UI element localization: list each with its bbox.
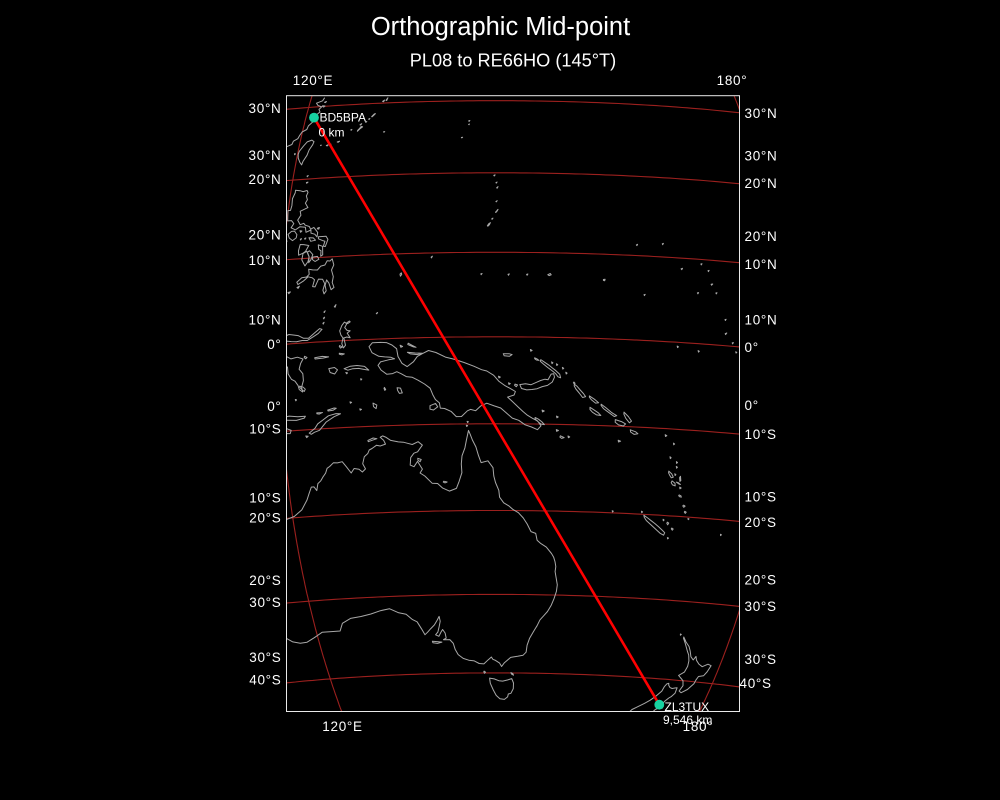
svg-text:180°: 180°: [717, 73, 748, 88]
svg-text:10°S: 10°S: [745, 489, 777, 504]
svg-text:10°N: 10°N: [249, 253, 282, 268]
svg-text:10°N: 10°N: [745, 312, 778, 327]
svg-text:0°: 0°: [267, 399, 281, 414]
svg-text:20°N: 20°N: [745, 229, 778, 244]
svg-text:20°S: 20°S: [745, 573, 777, 588]
svg-text:20°N: 20°N: [745, 176, 778, 191]
svg-text:30°N: 30°N: [249, 101, 282, 116]
svg-text:0 km: 0 km: [319, 126, 345, 140]
svg-text:180°: 180°: [683, 719, 714, 734]
svg-text:120°E: 120°E: [293, 73, 333, 88]
svg-text:20°S: 20°S: [249, 573, 281, 588]
svg-text:0°: 0°: [267, 337, 281, 352]
svg-text:0°: 0°: [745, 398, 759, 413]
svg-text:30°S: 30°S: [249, 595, 281, 610]
svg-text:20°N: 20°N: [249, 228, 282, 243]
svg-text:40°S: 40°S: [249, 673, 281, 688]
svg-text:0°: 0°: [745, 340, 759, 355]
svg-text:10°N: 10°N: [249, 312, 282, 327]
svg-text:30°S: 30°S: [745, 652, 777, 667]
svg-text:40°S: 40°S: [740, 676, 772, 691]
svg-text:10°N: 10°N: [745, 257, 778, 272]
svg-text:20°S: 20°S: [249, 510, 281, 525]
svg-text:10°S: 10°S: [745, 427, 777, 442]
svg-text:ZL3TUX: ZL3TUX: [665, 700, 710, 714]
svg-text:10°S: 10°S: [249, 421, 281, 436]
svg-text:30°N: 30°N: [745, 148, 778, 163]
svg-text:30°N: 30°N: [249, 148, 282, 163]
svg-text:120°E: 120°E: [322, 719, 362, 734]
svg-text:Orthographic Mid-point: Orthographic Mid-point: [371, 13, 630, 41]
svg-text:30°S: 30°S: [249, 650, 281, 665]
svg-text:9,546 km: 9,546 km: [663, 713, 712, 727]
svg-text:PL08 to RE66HO (145°T): PL08 to RE66HO (145°T): [410, 51, 616, 71]
svg-text:30°N: 30°N: [745, 106, 778, 121]
svg-text:20°S: 20°S: [745, 515, 777, 530]
svg-text:30°S: 30°S: [745, 599, 777, 614]
svg-text:10°S: 10°S: [249, 490, 281, 505]
svg-text:BD5BPA: BD5BPA: [320, 111, 366, 125]
svg-text:20°N: 20°N: [249, 172, 282, 187]
